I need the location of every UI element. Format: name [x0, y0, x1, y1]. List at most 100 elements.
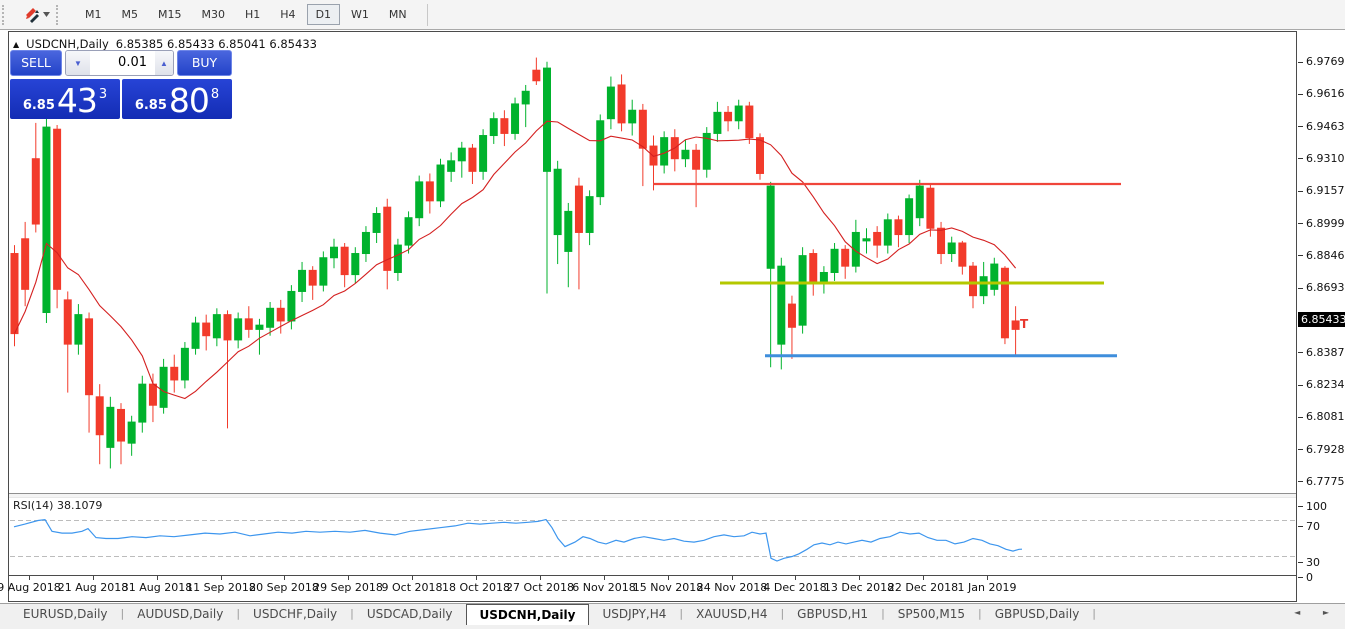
price-tick	[1298, 384, 1303, 386]
date-tick	[476, 576, 477, 580]
price-axis[interactable]: 6.97690 6.96160 6.94630 6.93100 6.91570 6.899…	[1298, 31, 1345, 602]
chart-window	[8, 31, 1297, 602]
candle-body	[521, 90, 530, 105]
volume-decrease-button[interactable]: ▼	[66, 51, 90, 75]
date-tick	[668, 576, 669, 580]
price-tick	[1298, 481, 1303, 483]
candle-body	[756, 137, 764, 174]
candle-body	[947, 242, 956, 255]
candle-body	[457, 147, 466, 162]
date-tick	[859, 576, 860, 580]
date-label: 15 Nov 2018	[632, 581, 704, 594]
timeframe-button-d1[interactable]: D1	[306, 4, 341, 25]
buy-button[interactable]: BUY	[177, 50, 232, 76]
timeframe-button-m5[interactable]: M5	[121, 8, 139, 21]
date-tick	[157, 576, 158, 580]
tab-audusd[interactable]: AUDUSD,Daily	[137, 607, 224, 621]
candle-body	[393, 244, 402, 273]
trade-level-marker[interactable]: T	[1020, 317, 1029, 331]
buy-price-display[interactable]: 6.85 80 8	[122, 79, 232, 119]
indicator-template-button[interactable]	[19, 5, 54, 25]
candle-body	[830, 248, 839, 273]
date-label: 1 Jan 2019	[957, 581, 1017, 594]
candle-body	[53, 128, 62, 290]
date-tick	[348, 576, 349, 580]
date-tick	[987, 576, 988, 580]
candle-body	[63, 299, 72, 345]
date-tick	[93, 576, 94, 580]
candle-body	[894, 219, 903, 236]
candle-body	[532, 69, 541, 82]
date-label: 6 Nov 2018	[572, 581, 636, 594]
volume-increase-button[interactable]: ▲	[155, 51, 173, 75]
price-tick	[1298, 416, 1303, 418]
toolbar-grip[interactable]	[56, 4, 61, 25]
candle-body	[596, 120, 605, 198]
time-axis-line	[9, 575, 1297, 576]
price-tick	[1298, 449, 1303, 451]
tab-eurusd[interactable]: EURUSD,Daily	[23, 607, 108, 621]
candlestick-chart[interactable]: T	[9, 32, 1297, 493]
price-label: 6.91570	[1306, 184, 1345, 198]
date-label: 22 Dec 2018	[887, 581, 959, 594]
candle-body	[479, 135, 488, 172]
timeframe-button-m30[interactable]: M30	[201, 8, 226, 21]
sell-price-display[interactable]: 6.85 43 3	[10, 79, 120, 119]
timeframe-button-m15[interactable]: M15	[158, 8, 182, 21]
candle-body	[1000, 267, 1009, 339]
date-label: 24 Nov 2018	[696, 581, 768, 594]
chart-ohlc-values: 6.85385 6.85433 6.85041 6.85433	[115, 37, 317, 51]
price-label: 6.93100	[1306, 151, 1345, 165]
date-tick	[284, 576, 285, 580]
tab-usdjpy[interactable]: USDJPY,H4	[602, 607, 667, 621]
candle-body	[979, 276, 988, 297]
tab-usdcad[interactable]: USDCAD,Daily	[366, 607, 453, 621]
price-tick	[1298, 61, 1303, 63]
price-tick	[1298, 93, 1303, 95]
date-tick	[923, 576, 924, 580]
panel-splitter[interactable]	[9, 493, 1296, 498]
volume-input[interactable]: 0.01	[90, 51, 155, 75]
candle-body	[809, 253, 818, 284]
timeframe-button-h4[interactable]: H4	[280, 8, 296, 21]
timeframe-button-h1[interactable]: H1	[245, 8, 261, 21]
candle-body	[798, 255, 807, 326]
tab-gbpusd[interactable]: GBPUSD,Daily	[994, 607, 1080, 621]
toolbar-grip[interactable]	[2, 4, 7, 25]
candle-body	[21, 238, 30, 290]
candle-body	[404, 217, 413, 246]
price-tick	[1298, 190, 1303, 192]
timeframe-button-mn[interactable]: MN	[388, 8, 407, 21]
price-tick	[1298, 223, 1303, 224]
rsi-indicator[interactable]	[9, 497, 1297, 575]
candle-body	[702, 132, 711, 170]
collapse-panel-icon[interactable]: ▲	[13, 39, 20, 49]
sell-button[interactable]: SELL	[10, 50, 62, 76]
timeframe-button-m1[interactable]: M1	[85, 8, 102, 21]
tab-usdcnh[interactable]: USDCNH,Daily	[465, 604, 590, 625]
tab-sp500[interactable]: SP500,M15	[897, 607, 965, 621]
candle-body	[926, 187, 935, 229]
candle-body	[223, 314, 232, 341]
price-label: 6.96160	[1306, 87, 1345, 101]
status-strip	[0, 625, 1345, 629]
price-label: 6.86935	[1306, 281, 1345, 295]
candle-body	[660, 137, 669, 166]
candle-body	[31, 158, 40, 225]
tab-separator: |	[679, 607, 684, 620]
rsi-scale-tick	[1298, 577, 1303, 578]
tab-gbpusd[interactable]: GBPUSD,H1	[797, 607, 869, 621]
tab-separator: |	[236, 607, 241, 620]
candle-body	[617, 84, 626, 124]
candle-body	[95, 396, 104, 436]
tab-usdchf[interactable]: USDCHF,Daily	[253, 607, 338, 621]
rsi-scale-tick	[1298, 506, 1303, 507]
date-label: 21 Aug 2018	[57, 581, 129, 594]
tab-scroll-arrows[interactable]: ◄ ►	[1294, 608, 1339, 617]
candle-body	[127, 421, 136, 444]
timeframe-button-w1[interactable]: W1	[351, 8, 369, 21]
tab-xauusd[interactable]: XAUUSD,H4	[696, 607, 768, 621]
candle-body	[202, 322, 211, 337]
date-tick	[732, 576, 733, 580]
candle-body	[74, 314, 83, 345]
